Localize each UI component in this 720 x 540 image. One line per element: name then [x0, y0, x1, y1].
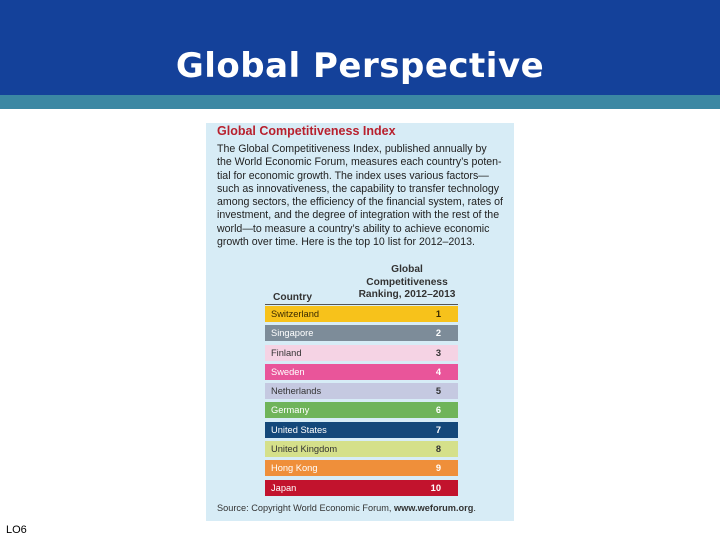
slide-header [0, 0, 720, 95]
body-line: The Global Competitiveness Index, publis… [217, 143, 487, 155]
body-line: growth over time. Here is the top 10 lis… [217, 236, 475, 249]
body-line: such as innovativeness, the capability t… [217, 182, 500, 195]
table-row: Switzerland 1 [265, 306, 458, 322]
country-name: United Kingdom [271, 444, 338, 455]
source-note: Source: Copyright World Economic Forum, … [217, 503, 476, 513]
country-name: Netherlands [271, 386, 322, 397]
table-row: Netherlands 5 [265, 383, 458, 400]
source-prefix: Source: Copyright World Economic Forum, [217, 503, 395, 513]
country-name: Hong Kong [271, 463, 318, 474]
body-line: world—to measure a country’s ability to … [217, 222, 490, 235]
country-name: Singapore [271, 328, 314, 339]
rank-header-line: Ranking, 2012–2013 [358, 289, 456, 300]
table-row: Sweden 4 [265, 363, 458, 380]
rank-column-header: Global Competitiveness Ranking, 2012–201… [356, 264, 458, 302]
country-name: Switzerland [271, 309, 320, 319]
country-column-header: Country [273, 292, 313, 303]
country-rank: 4 [435, 366, 441, 377]
panel-body: The Global Competitiveness Index, publis… [217, 143, 511, 249]
country-rank: 5 [435, 386, 441, 397]
country-name: Japan [271, 482, 297, 493]
body-line: tial for economic growth. The index uses… [217, 169, 489, 182]
country-rank: 9 [435, 463, 441, 474]
ranking-table: Switzerland 1 Singapore 2 Finland 3 Sweden 4 Net… [265, 306, 458, 499]
body-line: the World Economic Forum, measures each … [217, 156, 502, 169]
rank-header-line: Competitiveness [366, 276, 448, 288]
body-line: among sectors, the efficiency of the fin… [217, 196, 503, 209]
country-rank: 10 [430, 482, 441, 493]
slide-title: Global Perspective [175, 46, 545, 86]
country-name: United States [271, 424, 327, 435]
country-rank: 2 [435, 328, 441, 339]
country-name: Finland [271, 347, 302, 358]
table-row: Finland 3 [265, 344, 458, 361]
table-row: Japan 10 [265, 479, 458, 496]
table-row: Singapore 2 [265, 325, 458, 342]
table-row: Germany 6 [265, 402, 458, 419]
competitiveness-panel: Global Competitiveness Index The Global … [206, 123, 514, 521]
country-rank: 8 [435, 444, 441, 455]
body-line: investment, and the degree of integratio… [217, 209, 500, 222]
learning-objective-label: LO6 [6, 524, 27, 536]
table-header-rule [265, 304, 458, 305]
country-rank: 3 [435, 347, 441, 358]
source-suffix: . [473, 503, 476, 513]
header-stripe [0, 95, 720, 109]
country-rank: 7 [435, 424, 441, 435]
table-row: United States 7 [265, 421, 458, 438]
country-name: Sweden [271, 366, 305, 377]
country-rank: 6 [435, 405, 441, 416]
country-name: Germany [271, 405, 310, 416]
source-site: www.weforum.org [394, 503, 474, 513]
table-row: Hong Kong 9 [265, 460, 458, 477]
country-rank: 1 [435, 309, 441, 319]
rank-header-line: Global [391, 264, 423, 275]
panel-title: Global Competitiveness Index [217, 124, 396, 138]
table-row: United Kingdom 8 [265, 441, 458, 458]
